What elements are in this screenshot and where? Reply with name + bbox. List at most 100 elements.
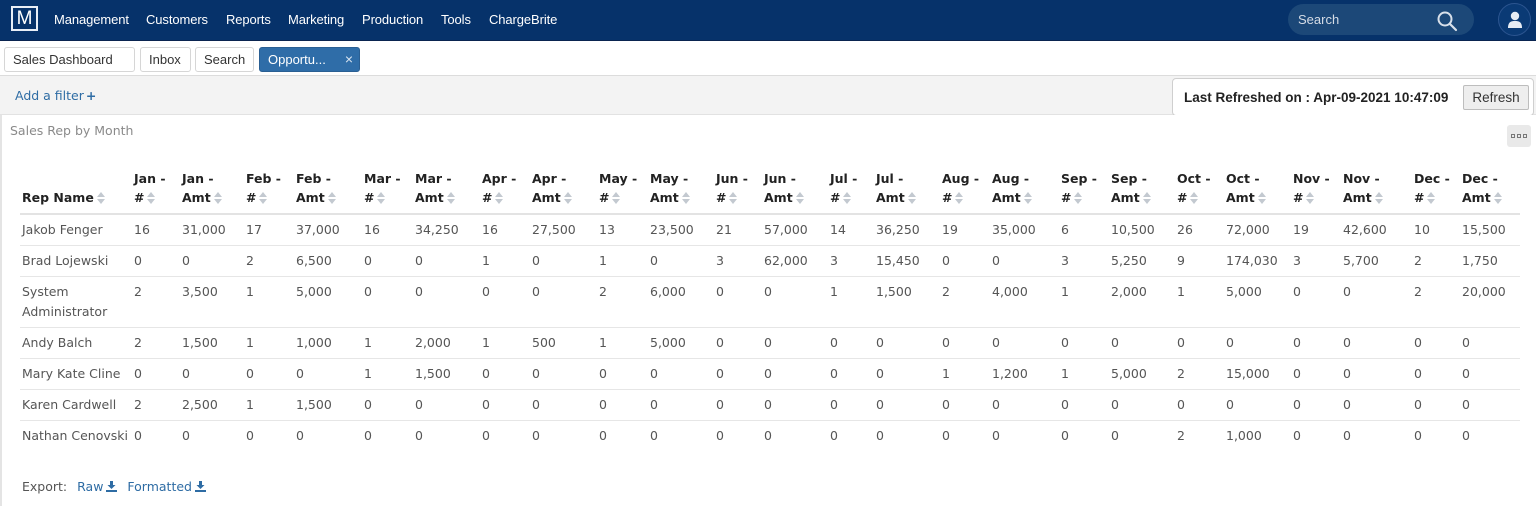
column-header[interactable]: Mar - # [362, 167, 413, 215]
tab-sales-dashboard[interactable]: Sales Dashboard [4, 47, 135, 87]
nav-marketing[interactable]: Marketing [288, 12, 345, 27]
value-cell: 174,030 [1224, 245, 1291, 277]
value-cell: 0 [244, 358, 294, 390]
sort-icon[interactable] [1142, 191, 1151, 204]
sort-icon[interactable] [1074, 191, 1083, 204]
column-header[interactable]: Jan - Amt [180, 167, 244, 215]
dot-icon [1523, 134, 1527, 138]
header-label: # [716, 190, 727, 205]
sort-icon[interactable] [955, 191, 964, 204]
sort-icon[interactable] [1306, 191, 1315, 204]
export-label: Export: [22, 479, 68, 494]
value-cell: 0 [132, 358, 180, 390]
column-header[interactable]: Mar - Amt [413, 167, 480, 215]
value-cell: 16 [132, 214, 180, 246]
sort-icon[interactable] [147, 191, 156, 204]
sort-icon[interactable] [1023, 191, 1032, 204]
value-cell: 1,500 [874, 276, 940, 328]
nav-customers[interactable]: Customers [146, 12, 208, 27]
sort-icon[interactable] [495, 191, 504, 204]
value-cell: 2 [597, 276, 648, 328]
column-header[interactable]: Dec - Amt [1460, 167, 1520, 215]
column-header[interactable]: Sep - # [1059, 167, 1109, 215]
rep-name-cell: Jakob Fenger [20, 214, 132, 246]
rep-name-cell: Karen Cardwell [20, 389, 132, 421]
column-header[interactable]: Apr - Amt [530, 167, 597, 215]
value-cell: 0 [990, 327, 1059, 359]
column-header[interactable]: Sep - Amt [1109, 167, 1175, 215]
search-input[interactable] [1298, 11, 1428, 28]
column-header[interactable]: Jun - # [714, 167, 762, 215]
header-month: May - [599, 171, 638, 186]
nav-tools[interactable]: Tools [441, 12, 471, 27]
value-cell: 0 [480, 389, 530, 421]
nav-chargebrite[interactable]: ChargeBrite [489, 12, 558, 27]
value-cell: 62,000 [762, 245, 828, 277]
nav-reports[interactable]: Reports [226, 12, 271, 27]
column-header[interactable]: May - Amt [648, 167, 714, 215]
column-header[interactable]: Feb - # [244, 167, 294, 215]
sort-icon[interactable] [729, 191, 738, 204]
sort-icon[interactable] [213, 191, 222, 204]
column-header[interactable]: Feb - Amt [294, 167, 362, 215]
column-header[interactable]: Apr - # [480, 167, 530, 215]
nav-management[interactable]: Management [54, 12, 129, 27]
sort-icon[interactable] [1427, 191, 1436, 204]
sort-icon[interactable] [1190, 191, 1199, 204]
header-label: # [599, 190, 610, 205]
sort-icon[interactable] [681, 191, 690, 204]
column-header[interactable]: Aug - # [940, 167, 990, 215]
column-header[interactable]: Jan - # [132, 167, 180, 215]
sort-icon[interactable] [795, 191, 804, 204]
column-header[interactable]: Nov - Amt [1341, 167, 1412, 215]
sort-icon[interactable] [907, 191, 916, 204]
export-raw-link[interactable]: Raw [77, 479, 118, 494]
value-cell: 0 [362, 389, 413, 421]
column-header[interactable]: Dec - # [1412, 167, 1460, 215]
sort-icon[interactable] [259, 191, 268, 204]
column-header[interactable]: Oct - # [1175, 167, 1224, 215]
column-header[interactable]: Nov - # [1291, 167, 1341, 215]
value-cell: 0 [134, 428, 142, 443]
export-raw-label: Raw [77, 479, 104, 494]
value-cell: 0 [648, 358, 714, 390]
add-filter-link[interactable]: Add a filter + [15, 88, 96, 103]
tab-inbox[interactable]: Inbox [140, 47, 191, 72]
tab-search[interactable]: Search [195, 47, 254, 72]
close-icon[interactable]: × [344, 51, 353, 67]
sort-icon[interactable] [96, 191, 105, 204]
value-cell: 0 [1341, 276, 1412, 328]
table-header-row: Rep Name Jan - # Jan - Amt Feb - # Feb - Amt Mar … [20, 167, 1520, 215]
column-header[interactable]: Jul - # [828, 167, 874, 215]
column-header[interactable]: May - # [597, 167, 648, 215]
value-cell: 2 [132, 327, 180, 359]
more-options-button[interactable] [1507, 125, 1531, 147]
search-icon[interactable] [1436, 10, 1458, 32]
sort-icon[interactable] [1257, 191, 1266, 204]
value-cell: 0 [648, 245, 714, 277]
sort-icon[interactable] [1493, 191, 1502, 204]
sort-icon[interactable] [1374, 191, 1383, 204]
column-header[interactable]: Jul - Amt [874, 167, 940, 215]
sort-icon[interactable] [612, 191, 621, 204]
sort-icon[interactable] [446, 191, 455, 204]
tab-opportunities[interactable]: Opportu... × [259, 47, 360, 72]
value-cell: 0 [480, 276, 530, 328]
column-header[interactable]: Aug - Amt [990, 167, 1059, 215]
refresh-button[interactable]: Refresh [1463, 85, 1529, 110]
value-cell: 10 [1412, 214, 1460, 246]
column-header-rep-name[interactable]: Rep Name [20, 167, 132, 215]
sort-icon[interactable] [377, 191, 386, 204]
column-header[interactable]: Oct - Amt [1224, 167, 1291, 215]
export-formatted-link[interactable]: Formatted [127, 479, 206, 494]
header-month: Jul - [830, 171, 858, 186]
user-avatar[interactable] [1498, 3, 1531, 36]
app-logo[interactable]: M [11, 6, 38, 31]
sort-icon[interactable] [843, 191, 852, 204]
sort-icon[interactable] [327, 191, 336, 204]
header-label: Amt [1226, 190, 1255, 205]
value-cell: 27,500 [530, 214, 597, 246]
column-header[interactable]: Jun - Amt [762, 167, 828, 215]
nav-production[interactable]: Production [362, 12, 424, 27]
sort-icon[interactable] [563, 191, 572, 204]
